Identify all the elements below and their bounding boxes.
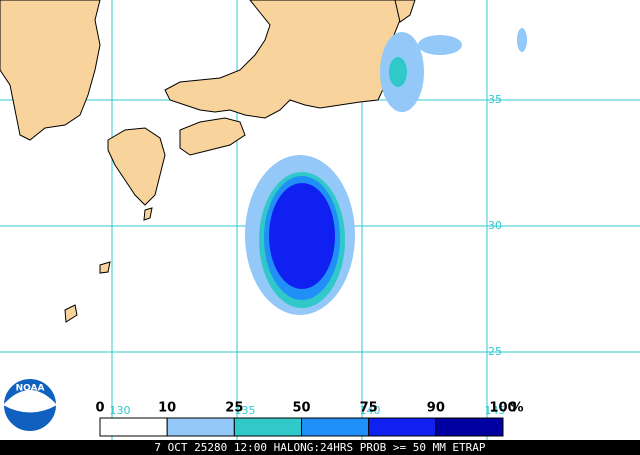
probability-field	[245, 28, 527, 315]
caption-bar	[0, 440, 640, 455]
prob-75	[269, 183, 335, 289]
legend-swatch	[233, 417, 302, 437]
longitude-label: 145	[485, 404, 506, 417]
longitude-label: 140	[360, 404, 381, 417]
legend-label: 75	[360, 401, 378, 416]
legend-swatch	[166, 417, 235, 437]
prob-10-far	[517, 28, 527, 52]
caption: 7 OCT 25280 12:00 HALONG:24HRS PROB >= 5…	[154, 441, 486, 454]
logo-bird	[3, 390, 57, 413]
logo-text: NOAA	[16, 384, 45, 394]
longitude-label: 135	[235, 404, 256, 417]
longitude-label: 130	[110, 404, 131, 417]
legend-label: 25	[225, 401, 243, 416]
land	[0, 0, 416, 323]
legend-label: 90	[427, 401, 445, 416]
legend-swatch	[435, 417, 504, 437]
legend-swatch	[301, 417, 370, 437]
legend-label: 50	[292, 401, 310, 416]
ryukyu-2	[64, 304, 78, 323]
prob-10-ne	[418, 35, 462, 55]
latitude-label: 30	[488, 219, 502, 232]
legend-label: 10	[158, 401, 176, 416]
legend: 0 10 25 50 75 90 100%	[95, 401, 524, 437]
legend-swatch	[99, 417, 168, 437]
hokkaido-edge	[394, 0, 416, 23]
noaa-logo: NOAA	[2, 377, 58, 433]
graticule-labels: 35 30 25 130 135 140 145	[110, 93, 506, 417]
legend-label: 0	[95, 401, 104, 416]
latitude-label: 25	[488, 345, 502, 358]
prob-25-north	[389, 57, 407, 87]
shikoku	[179, 117, 246, 156]
korea	[0, 0, 101, 141]
ryukyu-1	[99, 261, 111, 274]
legend-swatch	[368, 417, 437, 437]
tanegashima	[143, 207, 153, 221]
legend-unit: %	[510, 401, 523, 416]
legend-label: 100	[489, 401, 516, 416]
kyushu	[107, 127, 166, 206]
latitude-label: 35	[488, 93, 502, 106]
